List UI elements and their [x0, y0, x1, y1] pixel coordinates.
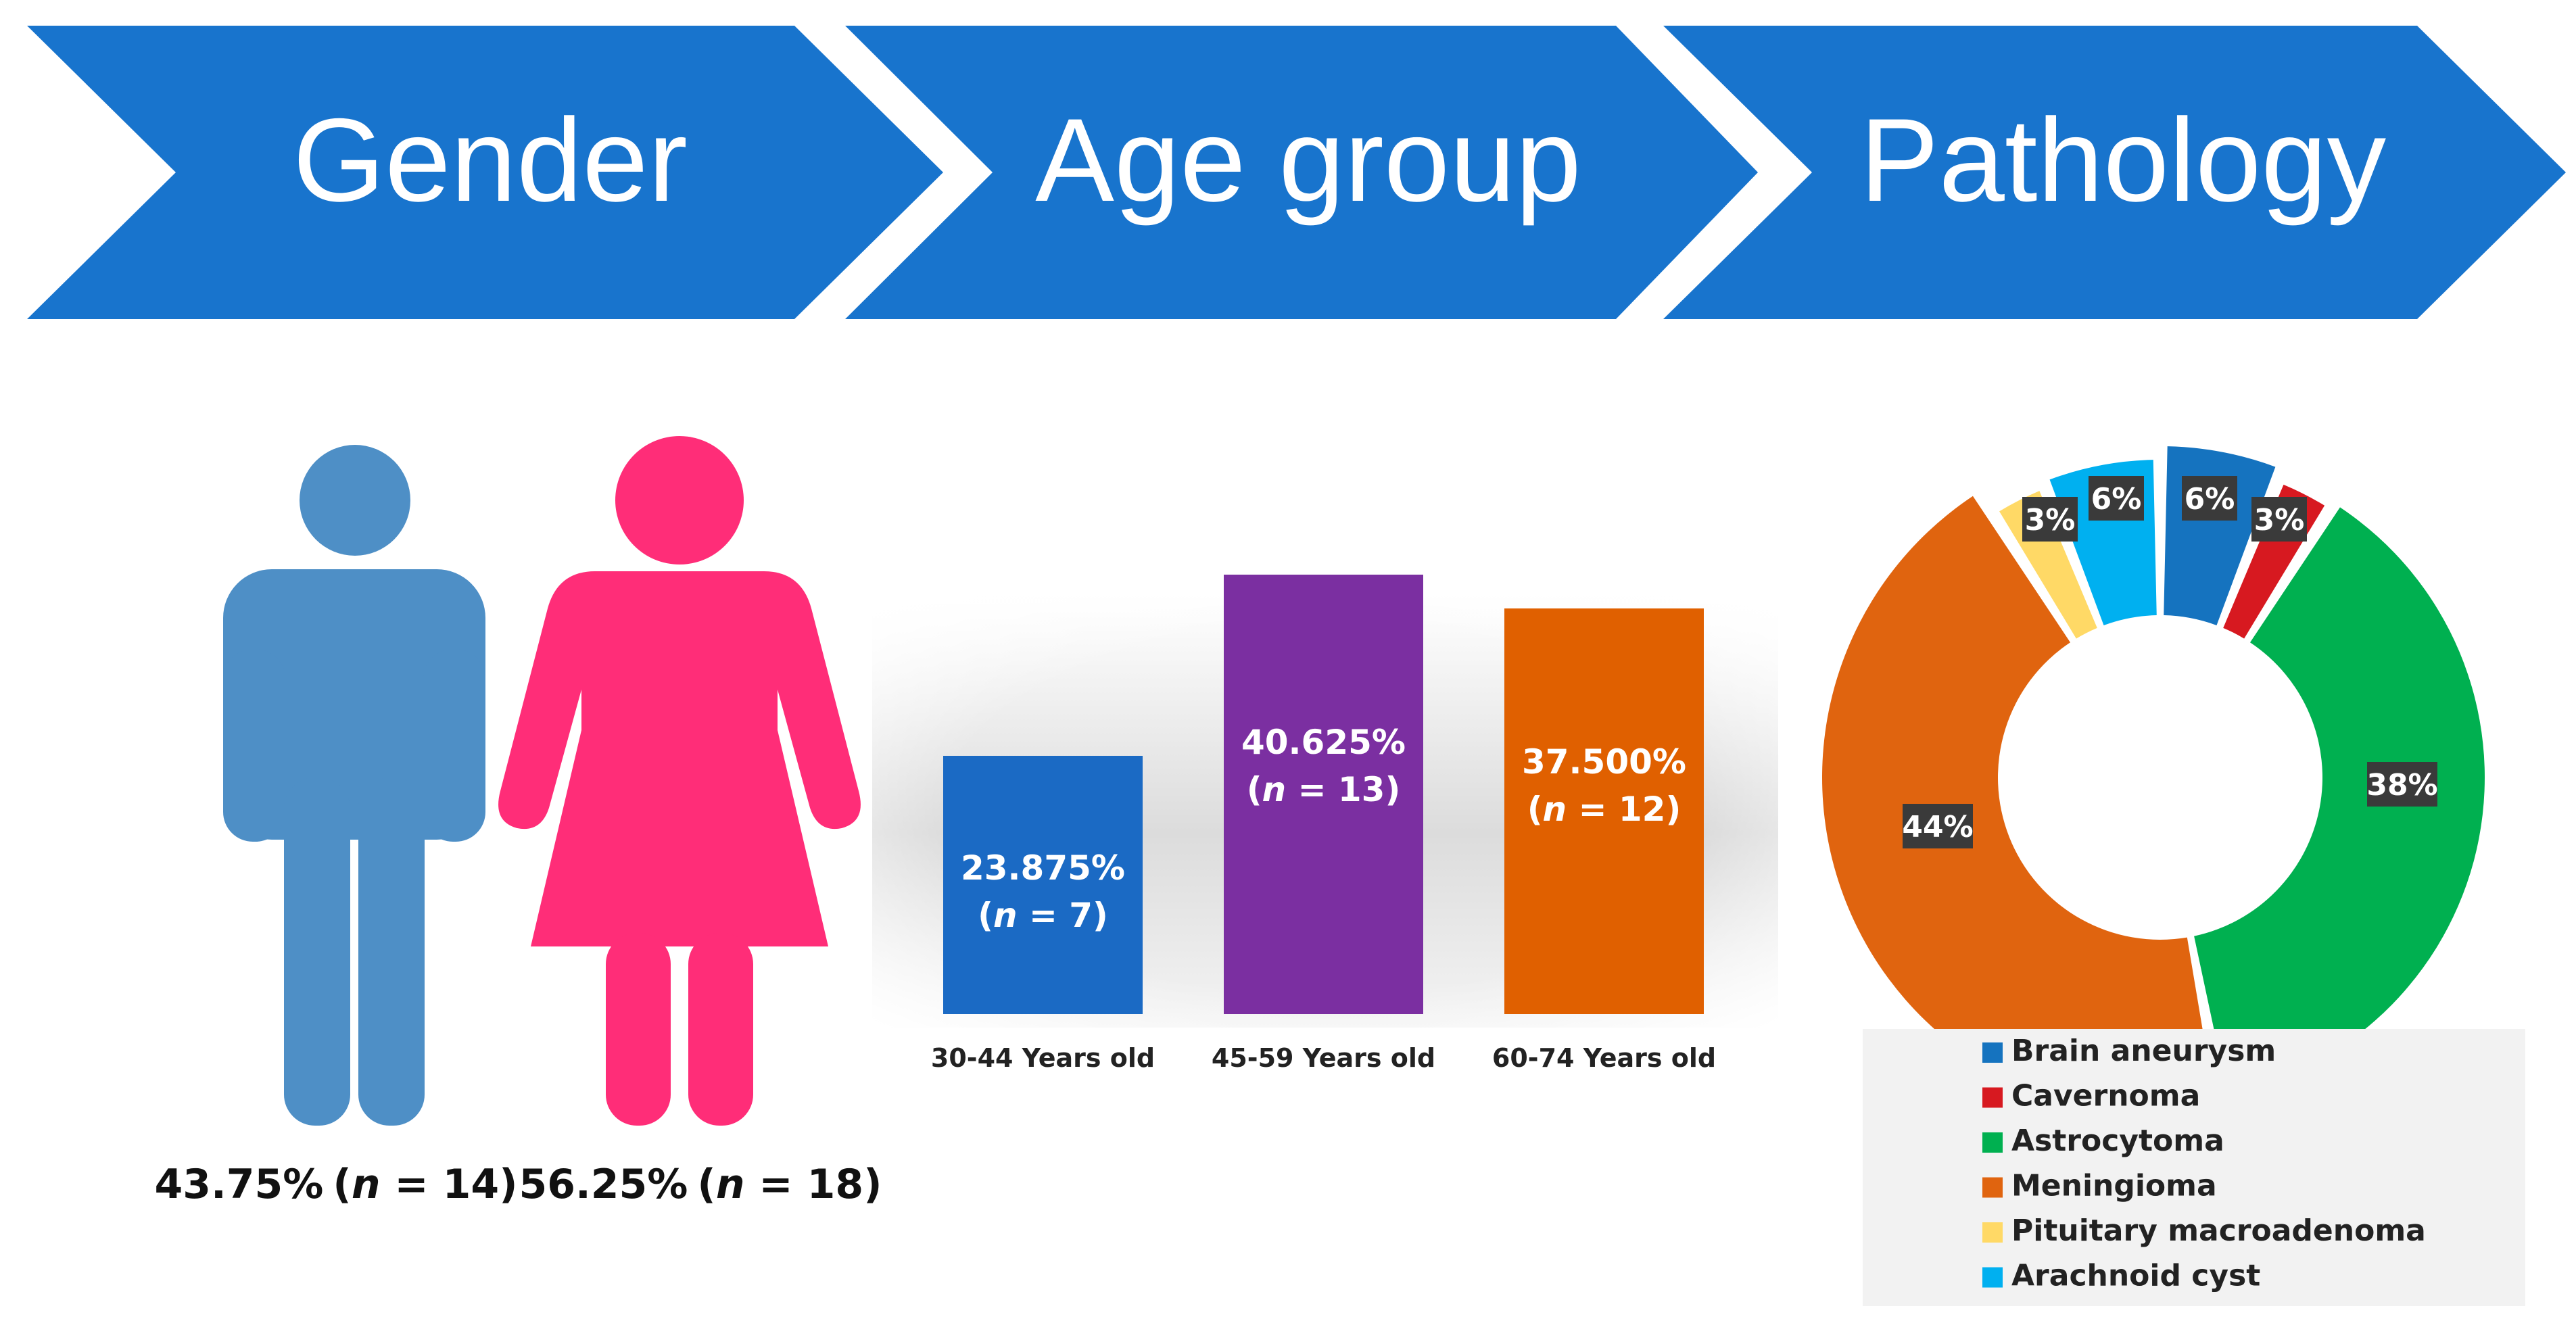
female-pct: 56.25%	[519, 1161, 688, 1208]
slice-value-label: 38%	[2366, 768, 2437, 802]
header-arrows: Gender Age group Pathology	[27, 26, 2566, 319]
slice-label-box	[2022, 497, 2078, 542]
arrow-pathology	[1663, 26, 2566, 319]
arrow-gender-label: Gender	[293, 95, 688, 226]
gender-section: 43.75% (n = 14) 56.25% (n = 18)	[154, 436, 882, 1208]
legend-entry: Brain aneurysm	[2011, 1034, 2276, 1068]
legend-swatch	[1982, 1222, 2003, 1243]
slice-label-box	[2089, 476, 2144, 521]
slice-label-box	[2251, 497, 2307, 542]
male-person-icon	[223, 445, 485, 1126]
slice-astrocytoma	[2194, 507, 2485, 1095]
female-person-icon	[498, 436, 861, 1126]
legend-swatch	[1982, 1042, 2003, 1063]
legend-entry: Cavernoma	[2011, 1079, 2200, 1113]
legend-swatch	[1982, 1132, 2003, 1153]
bar-60-74-years-old	[1504, 608, 1704, 1014]
bar-30-44-years-old	[943, 756, 1143, 1014]
legend-swatch	[1982, 1267, 2003, 1288]
male-stat-label: 43.75% (n = 14)	[154, 1161, 517, 1208]
female-stat-label: 56.25% (n = 18)	[519, 1161, 882, 1208]
arrow-age-group-label: Age group	[1035, 95, 1581, 226]
legend-entry: Pituitary macroadenoma	[2011, 1214, 2426, 1248]
male-pct: 43.75%	[154, 1161, 323, 1208]
bar-count-label: (n = 12)	[1527, 790, 1681, 829]
legend-swatch	[1982, 1177, 2003, 1198]
bar-count-label: (n = 13)	[1247, 770, 1401, 809]
bar-value-label: 40.625%	[1241, 723, 1406, 762]
slice-value-label: 3%	[2025, 503, 2076, 537]
arrow-gender	[27, 26, 943, 319]
bar-category-label: 45-59 Years old	[1212, 1043, 1435, 1073]
arrow-age-group	[845, 26, 1758, 319]
bar-45-59-years-old	[1224, 575, 1423, 1014]
bar-count-label: (n = 7)	[978, 896, 1108, 935]
slice-value-label: 6%	[2091, 482, 2142, 517]
slice-value-label: 6%	[2185, 482, 2235, 517]
slice-value-label: 3%	[2254, 503, 2305, 537]
bar-category-label: 60-74 Years old	[1492, 1043, 1716, 1073]
age-bar-chart: 23.875% (n = 7) 30-44 Years old 40.625% (n =…	[872, 575, 1778, 1073]
pathology-legend: Brain aneurysm Cavernoma Astrocytoma Mening…	[1863, 1029, 2525, 1306]
legend-entry: Arachnoid cyst	[2011, 1259, 2260, 1293]
slice-value-label: 44%	[1902, 810, 1973, 844]
slice-meningioma	[1822, 496, 2216, 1115]
arrow-pathology-label: Pathology	[1860, 95, 2387, 226]
legend-entry: Astrocytoma	[2011, 1124, 2224, 1158]
slice-label-box	[2182, 476, 2237, 521]
bar-value-label: 37.500%	[1522, 742, 1686, 782]
legend-swatch	[1982, 1087, 2003, 1108]
pathology-doughnut-chart: 6% 3% 38% 44% 3% 6%	[1822, 446, 2485, 1115]
legend-entry: Meningioma	[2011, 1169, 2217, 1203]
legend-background	[1863, 1029, 2525, 1306]
slice-label-box	[1903, 804, 1973, 848]
bar-value-label: 23.875%	[961, 848, 1125, 888]
bar-category-label: 30-44 Years old	[931, 1043, 1155, 1073]
slice-label-box	[2367, 762, 2437, 807]
